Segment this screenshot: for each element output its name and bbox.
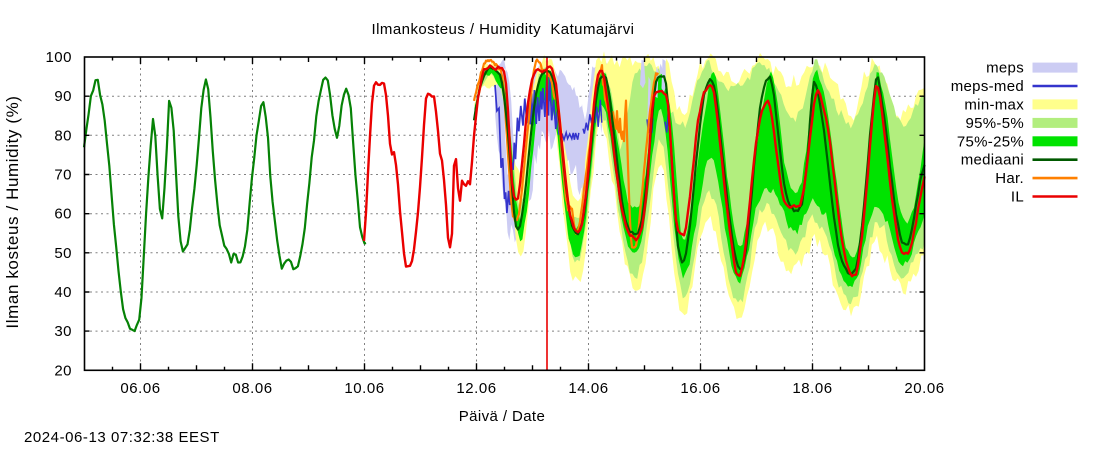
svg-text:20.06: 20.06	[904, 380, 944, 397]
svg-text:08.06: 08.06	[232, 380, 272, 397]
svg-text:16.06: 16.06	[680, 380, 720, 397]
svg-text:50: 50	[54, 245, 72, 262]
svg-text:Päivä / Date: Päivä / Date	[459, 408, 546, 425]
svg-text:Ilman kosteus / Humidity (%): Ilman kosteus / Humidity (%)	[3, 95, 22, 328]
svg-text:60: 60	[54, 206, 72, 223]
svg-text:80: 80	[54, 127, 72, 144]
svg-text:IL: IL	[1011, 189, 1024, 206]
svg-text:06.06: 06.06	[120, 380, 160, 397]
svg-text:meps: meps	[986, 60, 1024, 77]
svg-text:18.06: 18.06	[792, 380, 832, 397]
svg-text:meps-med: meps-med	[951, 78, 1024, 95]
svg-text:Ilmankosteus / Humidity Katum: Ilmankosteus / Humidity Katumajärvi	[372, 21, 635, 38]
svg-text:14.06: 14.06	[568, 380, 608, 397]
svg-text:90: 90	[54, 88, 72, 105]
svg-text:min-max: min-max	[964, 96, 1024, 113]
svg-text:75%-25%: 75%-25%	[957, 133, 1024, 150]
svg-text:12.06: 12.06	[456, 380, 496, 397]
svg-text:30: 30	[54, 323, 72, 340]
svg-text:mediaani: mediaani	[961, 152, 1024, 169]
svg-text:20: 20	[54, 362, 72, 379]
svg-text:40: 40	[54, 284, 72, 301]
svg-text:2024-06-13 07:32:38 EEST: 2024-06-13 07:32:38 EEST	[24, 429, 220, 446]
svg-text:Har.: Har.	[995, 170, 1024, 187]
svg-text:70: 70	[54, 167, 72, 184]
svg-text:10.06: 10.06	[344, 380, 384, 397]
svg-text:100: 100	[45, 49, 72, 66]
svg-text:95%-5%: 95%-5%	[966, 115, 1025, 132]
